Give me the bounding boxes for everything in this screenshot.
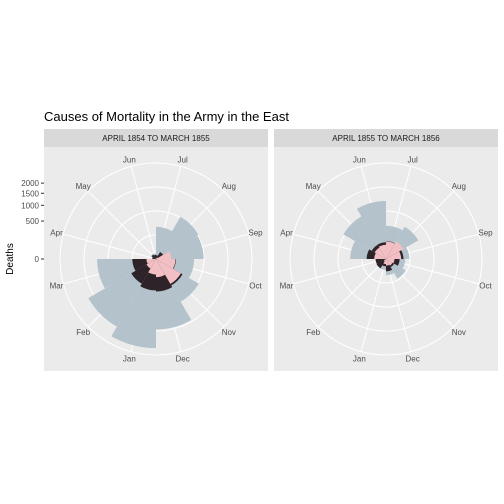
wounds-wedge-feb [383, 259, 386, 262]
grid-spoke [63, 233, 157, 260]
month-label-apr: Apr [50, 228, 63, 237]
month-label-aug: Aug [452, 182, 466, 191]
wounds-wedge-apr [374, 253, 386, 259]
wounds-wedge-jun [378, 244, 386, 259]
grid-spoke [130, 166, 157, 260]
month-label-jan: Jan [123, 354, 136, 363]
month-label-feb: Feb [306, 328, 320, 337]
wounds-wedge-oct [156, 259, 176, 269]
panel-2-strip-label: APRIL 1855 TO MARCH 1856 [332, 134, 440, 143]
grid-ring [313, 186, 459, 332]
panel-1-strip [44, 129, 268, 147]
month-label-oct: Oct [479, 282, 492, 291]
wounds-wedge-jan [148, 259, 156, 275]
panel-2: APRIL 1855 TO MARCH 1856 Jul Aug Sep Oct Nov… [274, 129, 498, 371]
month-label-jul: Jul [178, 156, 188, 165]
month-label-nov: Nov [452, 328, 466, 337]
wounds-wedge-aug [156, 257, 158, 259]
month-label-sep: Sep [478, 228, 493, 237]
chart-title: Causes of Mortality in the Army in the E… [44, 109, 289, 124]
month-label-jun: Jun [353, 156, 366, 165]
other-wedge-aug [156, 251, 164, 259]
wounds-wedge-jan [383, 259, 386, 265]
wounds-wedge-sep [156, 251, 172, 259]
month-label-mar: Mar [50, 282, 64, 291]
grid-spoke [87, 190, 157, 260]
grid-ring [289, 162, 483, 356]
panel-1: APRIL 1854 TO MARCH 1855 Jul Aug Sep Oct Nov… [44, 129, 268, 371]
wounds-wedge-nov [156, 259, 181, 284]
wounds-wedge-may [374, 247, 386, 259]
month-label-dec: Dec [406, 354, 420, 363]
month-label-jul: Jul [408, 156, 418, 165]
y-tick-label: 0 [35, 255, 40, 264]
other-wedge-may [151, 254, 156, 259]
month-label-may: May [306, 182, 321, 191]
y-tick-label: 500 [26, 217, 40, 226]
grid-ring [59, 162, 253, 356]
other-wedge-mar [375, 259, 386, 265]
wounds-wedge-nov [386, 259, 393, 266]
grid-spoke [317, 258, 387, 328]
month-label-aug: Aug [222, 182, 236, 191]
other-wedge-feb [376, 259, 386, 269]
wounds-wedge-aug [386, 241, 404, 259]
disease-wedge-jul [156, 226, 173, 259]
disease-wedge-aug [156, 216, 199, 259]
grid-spoke [360, 258, 387, 352]
wounds-wedge-jul [386, 241, 395, 259]
wounds-wedge-sep [386, 251, 402, 259]
month-label-nov: Nov [222, 328, 236, 337]
other-wedge-apr [152, 257, 156, 259]
y-tick-label: 1500 [21, 189, 39, 198]
grid-spoke [293, 258, 387, 285]
month-label-apr: Apr [280, 228, 293, 237]
month-label-mar: Mar [280, 282, 294, 291]
other-wedge-jul [156, 255, 158, 259]
month-label-sep: Sep [248, 228, 263, 237]
wounds-wedge-oct [386, 259, 395, 264]
month-label-jan: Jan [353, 354, 366, 363]
y-axis-label: Deaths [5, 243, 16, 275]
wounds-wedge-feb [146, 259, 156, 269]
month-label-dec: Dec [176, 354, 190, 363]
wounds-wedge-mar [146, 259, 156, 264]
month-label-oct: Oct [249, 282, 262, 291]
month-label-may: May [76, 182, 91, 191]
other-wedge-jun [153, 254, 156, 259]
month-label-jun: Jun [123, 156, 136, 165]
y-tick-label: 1000 [21, 201, 39, 210]
panel-1-strip-label: APRIL 1854 TO MARCH 1855 [102, 134, 210, 143]
wounds-wedge-dec [156, 259, 166, 278]
wounds-wedge-dec [386, 259, 390, 266]
y-tick-label: 2000 [21, 179, 39, 188]
month-label-feb: Feb [76, 328, 90, 337]
panel-2-strip [274, 129, 498, 147]
